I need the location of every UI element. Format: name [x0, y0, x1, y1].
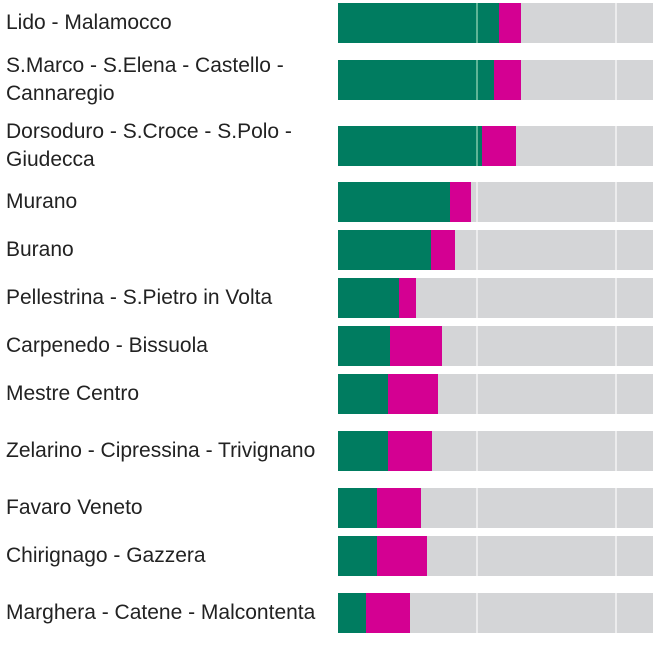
category-label: Murano: [6, 190, 78, 213]
bar-segment-series-1: [338, 3, 499, 43]
gridline: [475, 278, 478, 318]
bar-track: [338, 431, 653, 471]
gridline: [615, 126, 618, 166]
bar-row: Mestre Centro: [0, 374, 653, 414]
gridline: [615, 230, 618, 270]
category-label: S.Marco - S.Elena - Castello - Cannaregi…: [6, 54, 284, 105]
bar-segment-series-2: [481, 126, 516, 166]
bar-segment-series-1: [338, 431, 389, 471]
bar-track: [338, 3, 653, 43]
bar-segment-series-2: [389, 326, 442, 366]
bar-segment-series-1: [338, 278, 400, 318]
gridline: [615, 593, 618, 633]
category-label: Dorsoduro - S.Croce - S.Polo - Giudecca: [6, 120, 292, 171]
bar-row: Murano: [0, 182, 653, 222]
bar-segment-series-1: [338, 536, 378, 576]
bar-segment-series-2: [450, 182, 471, 222]
bar-row: Pellestrina - S.Pietro in Volta: [0, 278, 653, 318]
bar-track: [338, 278, 653, 318]
bar-row: Dorsoduro - S.Croce - S.Polo - Giudecca: [0, 120, 653, 171]
bar-row: Marghera - Catene - Malcontenta: [0, 593, 653, 633]
gridline: [475, 3, 478, 43]
gridline: [475, 374, 478, 414]
bar-track: [338, 60, 653, 100]
gridline: [615, 431, 618, 471]
gridline: [475, 326, 478, 366]
bar-segment-series-2: [399, 278, 417, 318]
gridline: [475, 488, 478, 528]
gridline: [615, 3, 618, 43]
bar-segment-series-2: [366, 593, 411, 633]
gridline: [615, 536, 618, 576]
category-label: Pellestrina - S.Pietro in Volta: [6, 286, 273, 309]
bar-track: [338, 593, 653, 633]
gridline: [475, 536, 478, 576]
category-label: Favaro Veneto: [6, 496, 143, 519]
bar-row: S.Marco - S.Elena - Castello - Cannaregi…: [0, 54, 653, 105]
bar-segment-series-2: [493, 60, 521, 100]
gridline: [615, 182, 618, 222]
bar-row: Favaro Veneto: [0, 488, 653, 528]
bar-row: Burano: [0, 230, 653, 270]
gridline: [475, 593, 478, 633]
bar-track: [338, 126, 653, 166]
bar-row: Carpenedo - Bissuola: [0, 326, 653, 366]
bar-segment-series-2: [388, 431, 432, 471]
category-label: Burano: [6, 238, 74, 261]
bar-track: [338, 326, 653, 366]
bar-segment-series-1: [338, 374, 389, 414]
bar-row: Zelarino - Cipressina - Trivignano: [0, 431, 653, 471]
bar-segment-series-1: [338, 230, 431, 270]
gridline: [615, 60, 618, 100]
bar-segment-series-2: [498, 3, 521, 43]
bar-row: Chirignago - Gazzera: [0, 536, 653, 576]
bar-segment-series-2: [430, 230, 455, 270]
category-label: Lido - Malamocco: [6, 11, 172, 34]
bar-segment-series-1: [338, 182, 451, 222]
bar-row: Lido - Malamocco: [0, 3, 653, 43]
bar-segment-series-1: [338, 488, 378, 528]
bar-segment-series-2: [377, 536, 428, 576]
category-label: Zelarino - Cipressina - Trivignano: [6, 439, 316, 462]
bar-segment-series-1: [338, 326, 390, 366]
bar-segment-series-1: [338, 60, 494, 100]
bar-track: [338, 488, 653, 528]
gridline: [475, 431, 478, 471]
gridline: [615, 326, 618, 366]
gridline: [475, 230, 478, 270]
bar-track: [338, 374, 653, 414]
gridline: [475, 60, 478, 100]
gridline: [615, 374, 618, 414]
bar-track: [338, 230, 653, 270]
bar-track: [338, 182, 653, 222]
category-label: Mestre Centro: [6, 382, 140, 405]
gridline: [475, 182, 478, 222]
bar-segment-series-2: [388, 374, 438, 414]
bar-track: [338, 536, 653, 576]
gridline: [475, 126, 478, 166]
bar-segment-series-1: [338, 593, 367, 633]
bar-segment-series-2: [377, 488, 421, 528]
gridline: [615, 278, 618, 318]
gridline: [615, 488, 618, 528]
category-label: Chirignago - Gazzera: [6, 544, 206, 567]
bar-segment-series-1: [338, 126, 482, 166]
category-label: Marghera - Catene - Malcontenta: [6, 601, 316, 624]
category-label: Carpenedo - Bissuola: [6, 334, 208, 357]
